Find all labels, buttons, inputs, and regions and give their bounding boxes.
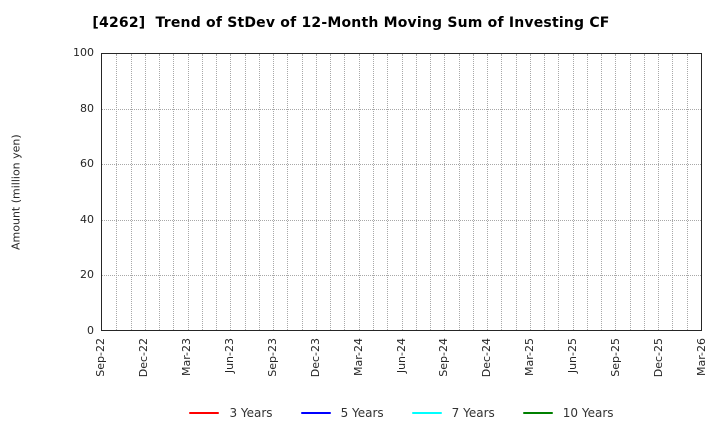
vertical-gridline: [116, 54, 118, 330]
vertical-gridline: [358, 54, 360, 330]
x-tick-label: Mar-26: [695, 338, 708, 377]
x-tick-label: Jun-23: [222, 338, 236, 374]
vertical-gridline: [672, 54, 674, 330]
plot-area: [101, 53, 702, 331]
legend-item: 3 Years: [189, 406, 273, 420]
vertical-gridline: [344, 54, 346, 330]
vertical-gridline: [159, 54, 161, 330]
vertical-gridline: [301, 54, 303, 330]
vertical-gridline: [330, 54, 332, 330]
vertical-gridline: [430, 54, 432, 330]
vertical-gridline: [144, 54, 146, 330]
x-tick-label: Dec-23: [308, 338, 322, 378]
y-tick-label: 20: [80, 268, 94, 282]
vertical-gridline: [586, 54, 588, 330]
vertical-gridline: [130, 54, 132, 330]
x-tick-label: Jun-25: [566, 338, 580, 374]
vertical-gridline: [558, 54, 560, 330]
vertical-gridline: [643, 54, 645, 330]
vertical-gridline: [629, 54, 631, 330]
horizontal-gridline: [102, 274, 701, 276]
x-tick-label: Mar-23: [179, 338, 193, 377]
vertical-gridline: [529, 54, 531, 330]
x-tick-label: Mar-24: [351, 338, 365, 377]
vertical-gridline: [273, 54, 275, 330]
y-tick-label: 80: [80, 101, 94, 115]
legend-line-swatch: [300, 411, 331, 415]
vertical-gridline: [415, 54, 417, 330]
vertical-gridline: [515, 54, 517, 330]
legend-item: 5 Years: [300, 406, 384, 420]
vertical-gridline: [501, 54, 503, 330]
y-axis-ticks: 0 20 40 60 80 100: [0, 46, 94, 337]
x-axis-ticks: Sep-22 Dec-22 Mar-23 Jun-23 Sep-23 Dec-23 Mar-…: [94, 332, 708, 402]
x-tick-label: Dec-25: [652, 338, 666, 378]
vertical-gridline: [315, 54, 317, 330]
legend-label: 7 Years: [451, 406, 495, 420]
vertical-gridline: [244, 54, 246, 330]
chart-title: [4262] Trend of StDev of 12-Month Moving…: [92, 15, 610, 31]
x-tick-label: Sep-24: [437, 338, 451, 377]
vertical-gridline: [372, 54, 374, 330]
legend-line-swatch: [411, 411, 442, 415]
horizontal-gridline: [102, 109, 701, 111]
legend-label: 10 Years: [562, 406, 614, 420]
legend-line-swatch: [522, 411, 553, 415]
vertical-gridline: [230, 54, 232, 330]
x-tick-label: Dec-24: [480, 338, 494, 378]
vertical-gridline: [187, 54, 189, 330]
legend-label: 3 Years: [229, 406, 273, 420]
x-tick-label: Mar-25: [523, 338, 537, 377]
y-tick-label: 0: [87, 324, 94, 337]
x-tick-label: Dec-22: [136, 338, 150, 378]
vertical-gridline: [487, 54, 489, 330]
vertical-gridline: [216, 54, 218, 330]
x-tick-label: Sep-22: [94, 338, 107, 377]
vertical-gridline: [472, 54, 474, 330]
vertical-gridline: [615, 54, 617, 330]
x-tick-label: Sep-25: [609, 338, 623, 377]
vertical-gridline: [686, 54, 688, 330]
vertical-gridline: [201, 54, 203, 330]
y-tick-label: 100: [73, 46, 94, 59]
vertical-gridline: [401, 54, 403, 330]
y-tick-label: 60: [80, 157, 94, 171]
legend-line-swatch: [189, 411, 220, 415]
horizontal-gridline: [102, 219, 701, 221]
legend-item: 10 Years: [522, 406, 614, 420]
vertical-gridline: [387, 54, 389, 330]
vertical-gridline: [258, 54, 260, 330]
x-tick-label: Sep-23: [265, 338, 279, 377]
vertical-gridline: [658, 54, 660, 330]
vertical-gridline: [173, 54, 175, 330]
legend-label: 5 Years: [340, 406, 384, 420]
vertical-gridline: [444, 54, 446, 330]
vertical-gridline: [601, 54, 603, 330]
legend: 3 Years 5 Years 7 Years 10 Years: [101, 402, 702, 424]
y-tick-label: 40: [80, 212, 94, 226]
vertical-gridline: [572, 54, 574, 330]
legend-item: 7 Years: [411, 406, 495, 420]
vertical-gridline: [544, 54, 546, 330]
vertical-gridline: [458, 54, 460, 330]
x-tick-label: Jun-24: [394, 338, 408, 374]
horizontal-gridline: [102, 164, 701, 166]
vertical-gridline: [287, 54, 289, 330]
